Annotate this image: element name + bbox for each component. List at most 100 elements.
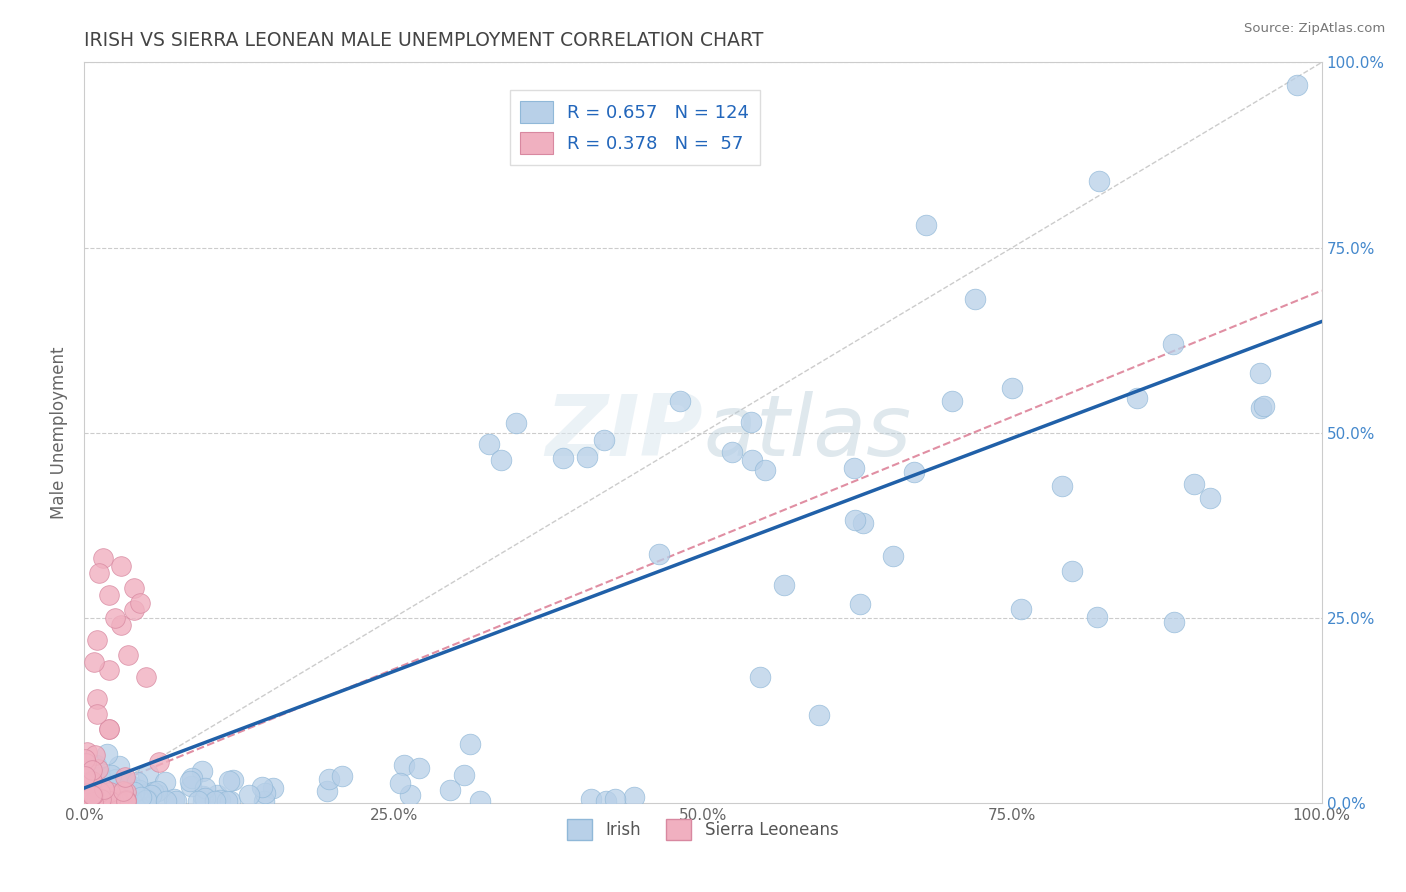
Point [84, 758, 107, 772]
Point [105, 788, 128, 802]
Point [111, 774, 134, 789]
Point [112, 794, 135, 808]
Point [135, 793, 157, 807]
Point [86, 632, 108, 647]
Point [773, 578, 796, 592]
Point [1010, 602, 1032, 616]
Point [89, 795, 111, 809]
Point [318, 772, 340, 786]
Point [408, 761, 430, 775]
Point [551, 451, 574, 466]
Point [453, 768, 475, 782]
Point [740, 415, 762, 429]
Point [1250, 401, 1272, 415]
Point [209, 793, 232, 807]
Point [93, 781, 115, 796]
Point [647, 547, 669, 561]
Point [101, 775, 124, 789]
Point [89, 793, 111, 807]
Point [83, 793, 105, 807]
Point [115, 793, 138, 807]
Point [80, 776, 103, 790]
Point [75, 756, 97, 771]
Point [91, 551, 114, 566]
Point [80, 788, 103, 802]
Point [155, 794, 177, 808]
Point [127, 774, 149, 789]
Point [505, 416, 527, 430]
Point [1249, 367, 1271, 381]
Point [852, 516, 875, 531]
Point [222, 772, 245, 787]
Point [107, 795, 129, 809]
Point [100, 785, 122, 799]
Point [80, 789, 103, 803]
Point [593, 434, 616, 448]
Point [80, 763, 103, 777]
Point [187, 794, 209, 808]
Point [115, 794, 138, 808]
Legend: Irish, Sierra Leoneans: Irish, Sierra Leoneans [561, 813, 845, 847]
Point [89, 768, 111, 782]
Point [76, 745, 98, 759]
Point [91, 793, 114, 807]
Point [194, 781, 217, 796]
Point [219, 794, 242, 808]
Point [110, 794, 132, 808]
Point [254, 786, 277, 800]
Point [82, 789, 104, 803]
Point [108, 794, 131, 808]
Point [114, 770, 136, 784]
Text: atlas: atlas [703, 391, 911, 475]
Point [117, 648, 139, 662]
Point [808, 707, 831, 722]
Point [107, 791, 129, 805]
Point [80, 774, 103, 789]
Point [136, 766, 159, 780]
Point [115, 775, 138, 789]
Point [1126, 391, 1149, 405]
Point [98, 663, 121, 677]
Point [190, 764, 212, 778]
Point [399, 788, 422, 802]
Point [96, 747, 118, 761]
Point [87, 794, 110, 808]
Point [75, 793, 97, 807]
Point [330, 769, 353, 783]
Point [141, 788, 163, 802]
Point [103, 773, 125, 788]
Point [87, 762, 110, 776]
Point [163, 792, 186, 806]
Point [79, 794, 101, 808]
Point [128, 783, 150, 797]
Point [1163, 615, 1185, 629]
Point [110, 558, 132, 573]
Point [914, 219, 936, 233]
Point [153, 774, 176, 789]
Point [83, 747, 105, 762]
Point [1050, 479, 1073, 493]
Point [1161, 336, 1184, 351]
Point [842, 461, 865, 475]
Point [79, 783, 101, 797]
Point [146, 784, 169, 798]
Point [1085, 610, 1108, 624]
Point [204, 794, 226, 808]
Point [148, 788, 170, 802]
Point [748, 670, 770, 684]
Point [460, 737, 482, 751]
Point [79, 794, 101, 808]
Point [1088, 174, 1111, 188]
Point [118, 779, 141, 793]
Point [122, 581, 145, 595]
Point [114, 784, 136, 798]
Point [105, 781, 128, 796]
Point [623, 790, 645, 805]
Point [97, 779, 120, 793]
Point [104, 772, 127, 787]
Point [79, 773, 101, 788]
Point [721, 445, 744, 459]
Text: ZIP: ZIP [546, 391, 703, 475]
Point [103, 794, 125, 808]
Point [389, 776, 412, 790]
